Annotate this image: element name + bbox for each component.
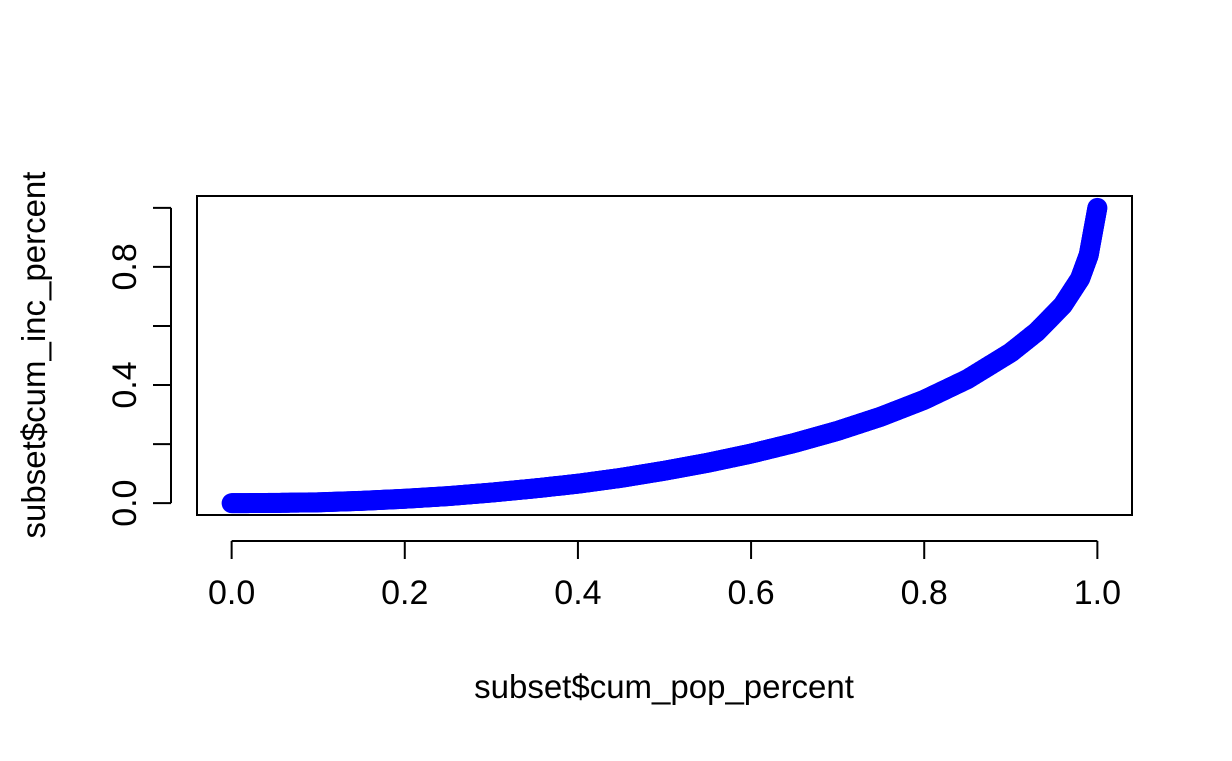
y-tick-label: 0.4 [106,361,144,408]
data-points [221,197,1108,514]
data-point [1087,197,1108,218]
x-tick-label: 0.4 [554,574,601,612]
y-tick-label: 0.0 [106,480,144,527]
x-axis-title: subset$cum_pop_percent [474,668,854,705]
x-tick-label: 0.6 [727,574,774,612]
y-axis-title: subset$cum_inc_percent [15,172,52,539]
x-axis: 0.0 0.2 0.4 0.6 0.8 1.0 [208,540,1121,612]
plot-frame [196,195,1133,516]
x-tick-label: 0.2 [381,574,428,612]
x-tick-label: 0.0 [208,574,255,612]
x-tick-label: 1.0 [1074,574,1121,612]
y-tick-label: 0.8 [106,243,144,290]
x-tick-label: 0.8 [901,574,948,612]
y-axis: 0.0 0.4 0.8 [106,206,172,527]
